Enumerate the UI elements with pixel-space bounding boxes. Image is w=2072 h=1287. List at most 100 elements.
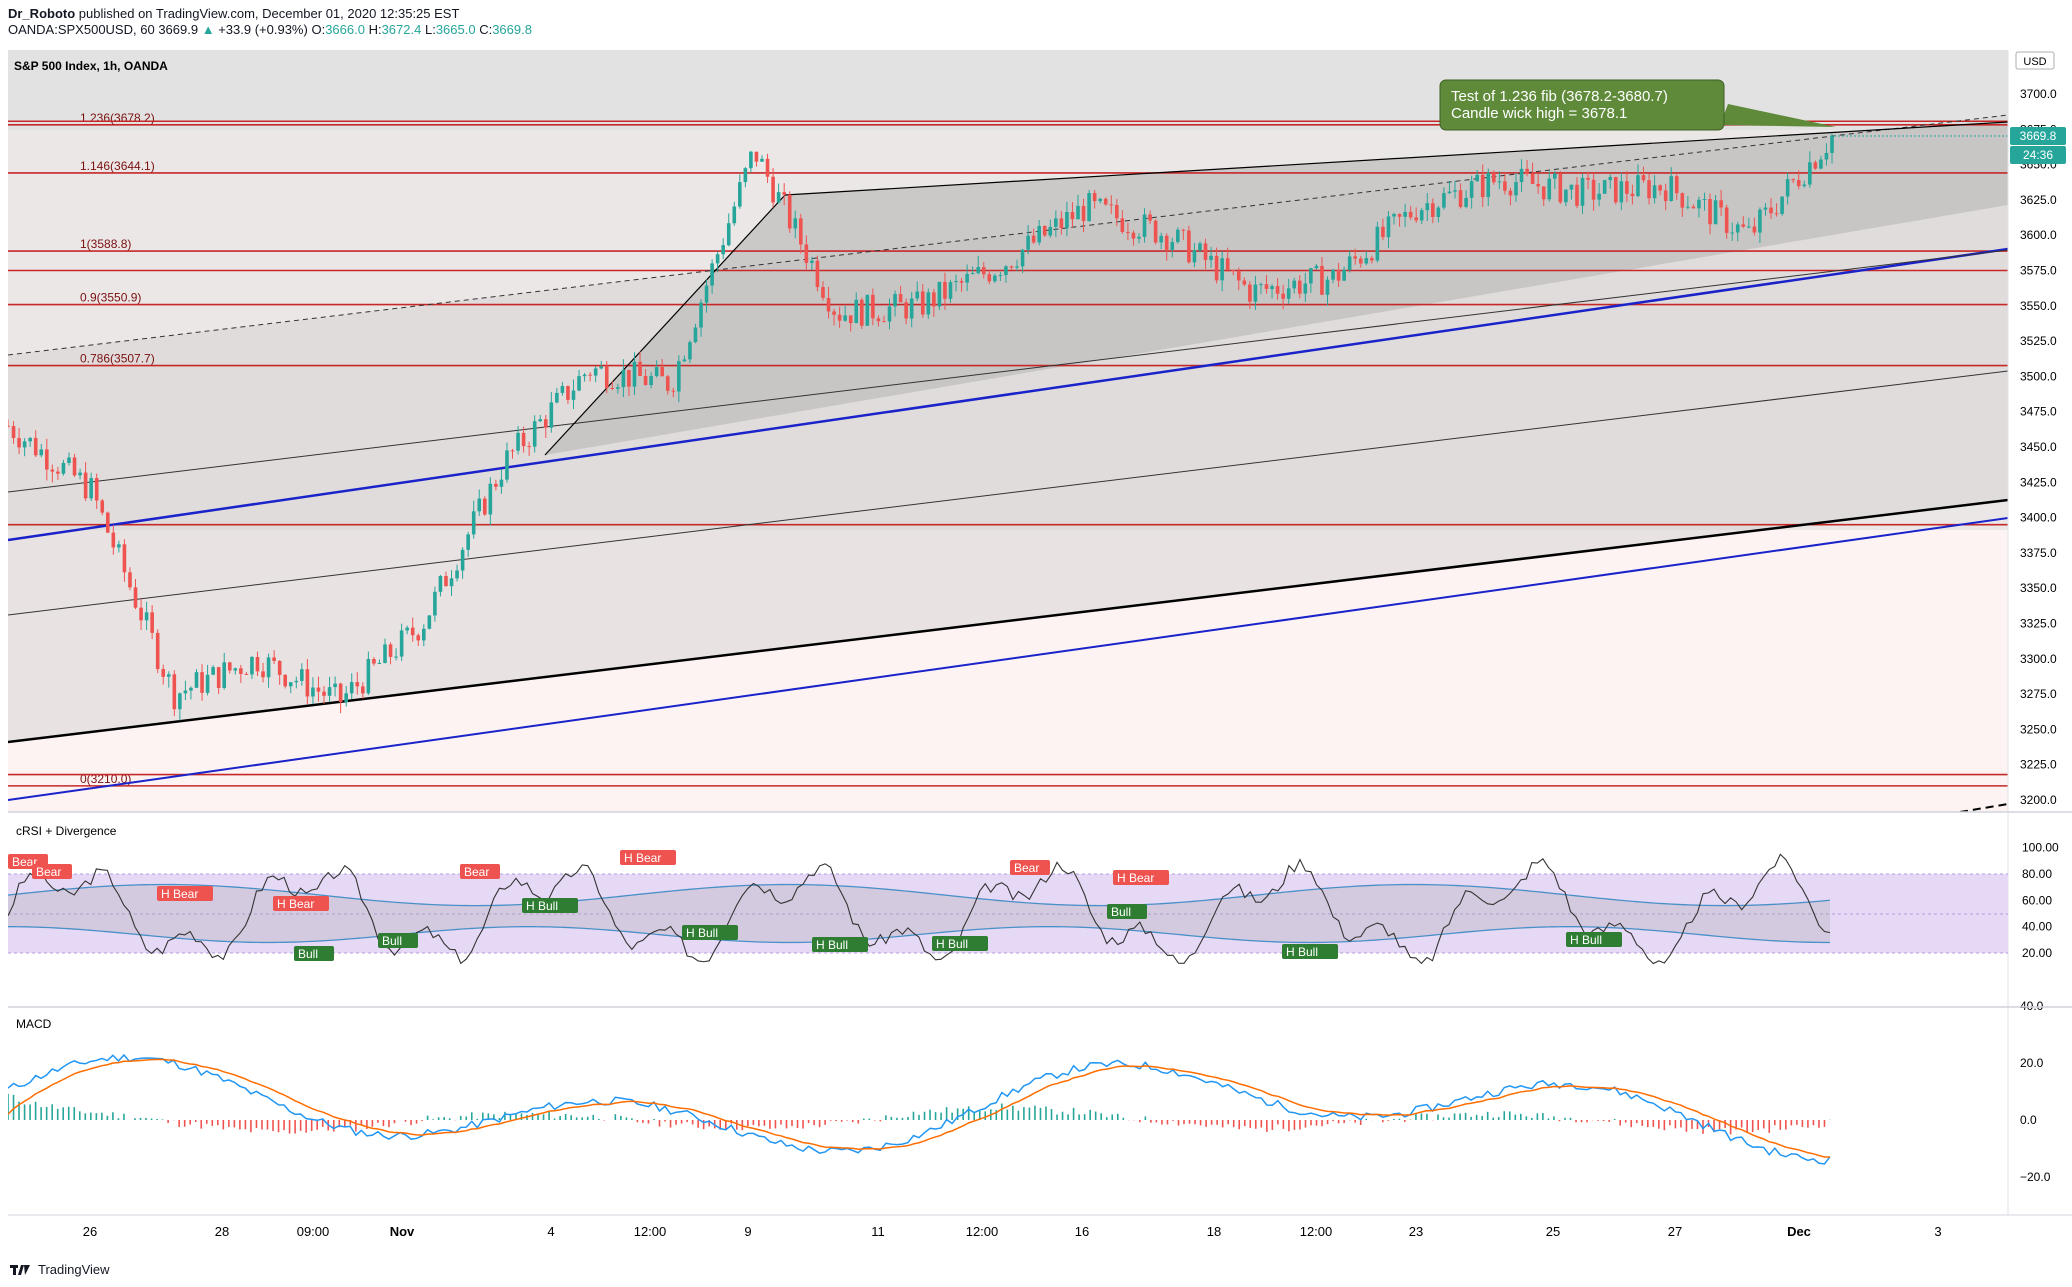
time-tick-label: 12:00 <box>634 1224 667 1239</box>
candle-body <box>178 693 182 710</box>
candle-body <box>1048 226 1053 236</box>
candle-body <box>1281 293 1285 299</box>
time-axis[interactable]: 26 28 09:00 Nov 4 12:00 9 11 12:00 16 18 12:00 23 25 2… <box>83 1224 1942 1239</box>
candle-body <box>1436 207 1441 218</box>
bull-divergence-label: H Bull <box>1570 933 1602 947</box>
time-tick-label: Dec <box>1787 1224 1811 1239</box>
candle-body <box>871 294 875 319</box>
candle-body <box>1747 226 1751 228</box>
candle-body <box>926 292 931 315</box>
candle-body <box>216 667 221 688</box>
candle-body <box>1231 269 1236 272</box>
candle-body <box>1320 265 1324 295</box>
candlestick-series[interactable] <box>6 133 1834 721</box>
price-tick-label: 3300.0 <box>2020 652 2057 666</box>
annotation-callout[interactable]: Test of 1.236 fib (3678.2-3680.7) Candle… <box>1439 79 1836 131</box>
candle-body <box>166 674 171 677</box>
candle-body <box>1120 218 1125 232</box>
candle-body <box>183 690 188 694</box>
channel-midline[interactable] <box>8 370 2008 616</box>
candle-body <box>987 274 992 282</box>
candle-body <box>837 314 842 321</box>
candle-body <box>349 682 354 694</box>
candle-body <box>510 450 515 452</box>
signal-line <box>8 1058 1831 1158</box>
candle-body <box>67 457 71 463</box>
candle-body <box>244 673 249 675</box>
candle-body <box>1564 189 1568 203</box>
candle-body <box>532 421 537 447</box>
footer: TradingView <box>8 1262 110 1277</box>
candle-body <box>665 376 670 391</box>
bear-divergence-tag <box>1113 870 1169 885</box>
candle-body <box>643 375 648 385</box>
candle-body <box>1203 243 1208 260</box>
blue-trendline-upper[interactable] <box>8 247 2008 542</box>
price-tick-label: 3475.0 <box>2020 405 2057 419</box>
candle-body <box>161 669 166 677</box>
candle-body <box>233 668 238 671</box>
candle-body <box>1325 279 1330 295</box>
candle-body <box>1292 280 1297 289</box>
low-value: 3665.0 <box>435 22 476 37</box>
price-tick-label: 3600.0 <box>2020 228 2057 242</box>
time-tick-label: 18 <box>1207 1224 1221 1239</box>
chart-header: Dr_Roboto published on TradingView.com, … <box>8 6 532 38</box>
candle-body <box>17 438 21 448</box>
candle-body <box>72 457 77 476</box>
bear-divergence-tag <box>1010 860 1050 875</box>
candle-body <box>843 315 847 321</box>
candle-body <box>1358 258 1363 264</box>
macd-pane[interactable]: MACD <box>8 1017 1831 1165</box>
upper-channel-line[interactable] <box>784 121 2008 196</box>
candle-body <box>1808 162 1812 185</box>
time-tick-label: 28 <box>215 1224 229 1239</box>
candle-body <box>1031 235 1036 243</box>
candle-body <box>1741 224 1746 227</box>
blue-trendline-lower[interactable] <box>8 517 2008 801</box>
candle-body <box>422 628 426 641</box>
candle-body <box>943 281 947 299</box>
bull-divergence-tag <box>522 898 578 913</box>
candle-body <box>1791 179 1795 181</box>
candle-body <box>1525 168 1529 174</box>
candle-body <box>804 244 809 263</box>
candle-body <box>1613 176 1618 203</box>
candle-body <box>1004 266 1008 276</box>
candle-body <box>305 669 310 697</box>
candle-body <box>749 151 753 169</box>
candle-body <box>1198 243 1202 251</box>
bull-divergence-label: Bull <box>1111 905 1131 919</box>
price-pane[interactable]: 1.236(3678.2) 1.146(3644.1) 1(3588.8) 0.9(3… <box>6 50 2008 812</box>
rally-trendline[interactable] <box>544 194 786 456</box>
candle-body <box>582 374 587 377</box>
price-axis[interactable]: 3700.03675.03650.03625.03600.03575.03550… <box>2007 50 2072 1215</box>
candle-body <box>699 302 703 328</box>
candle-body <box>1597 193 1601 200</box>
candle-body <box>1087 193 1091 222</box>
candle-body <box>1480 174 1485 198</box>
bull-divergence-tag <box>812 937 868 952</box>
currency-button[interactable] <box>2015 51 2055 70</box>
candle-body <box>1708 198 1712 225</box>
bull-divergence-label: Bull <box>298 947 318 961</box>
bear-divergence-label: Bear <box>12 855 37 869</box>
tradingview-logo-icon <box>10 1264 30 1275</box>
low-label: L: <box>424 22 436 37</box>
candle-body <box>1735 224 1740 233</box>
candle-body <box>998 275 1003 277</box>
candle-body <box>948 282 953 299</box>
price-tick-label: 3275.0 <box>2020 687 2057 701</box>
candle-body <box>543 419 548 428</box>
crsi-channel-fill <box>8 884 1830 943</box>
last-price-badge-text: 3669.8 <box>2020 129 2057 143</box>
candle-body <box>155 632 160 670</box>
author-name[interactable]: Dr_Roboto <box>8 6 76 21</box>
crsi-tick-label: 100.00 <box>2022 841 2059 855</box>
callout-line2: Candle wick high = 3678.1 <box>1451 105 1627 122</box>
channel-midline-upper[interactable] <box>8 249 2008 493</box>
candle-body <box>826 297 831 312</box>
dashed-resistance-line[interactable] <box>8 114 2008 356</box>
